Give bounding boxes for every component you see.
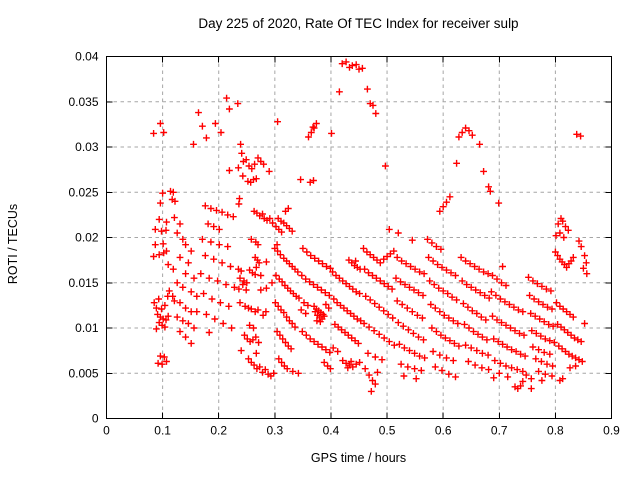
y-tick-label: 0.01 xyxy=(75,321,99,335)
chart-title: Day 225 of 2020, Rate Of TEC Index for r… xyxy=(198,16,519,31)
x-tick-label: 0.4 xyxy=(323,424,340,438)
x-tick-label: 0.9 xyxy=(603,424,620,438)
y-tick-label: 0.04 xyxy=(75,50,99,64)
x-axis-label: GPS time / hours xyxy=(310,451,407,465)
x-tick-label: 0.1 xyxy=(154,424,171,438)
y-tick-label: 0.005 xyxy=(68,366,98,380)
x-tick-label: 0.3 xyxy=(266,424,283,438)
y-tick-label: 0 xyxy=(92,412,99,426)
y-tick-label: 0.025 xyxy=(68,185,98,199)
x-tick-label: 0.2 xyxy=(210,424,227,438)
y-tick-label: 0.015 xyxy=(68,276,98,290)
data-points xyxy=(150,58,591,395)
y-tick-label: 0.03 xyxy=(75,140,99,154)
x-tick-label: 0.8 xyxy=(547,424,564,438)
y-tick-label: 0.035 xyxy=(68,95,98,109)
x-tick-label: 0 xyxy=(103,424,110,438)
x-tick-label: 0.6 xyxy=(435,424,452,438)
x-tick-label: 0.7 xyxy=(491,424,508,438)
x-tick-label: 0.5 xyxy=(379,424,396,438)
y-tick-label: 0.02 xyxy=(75,231,99,245)
